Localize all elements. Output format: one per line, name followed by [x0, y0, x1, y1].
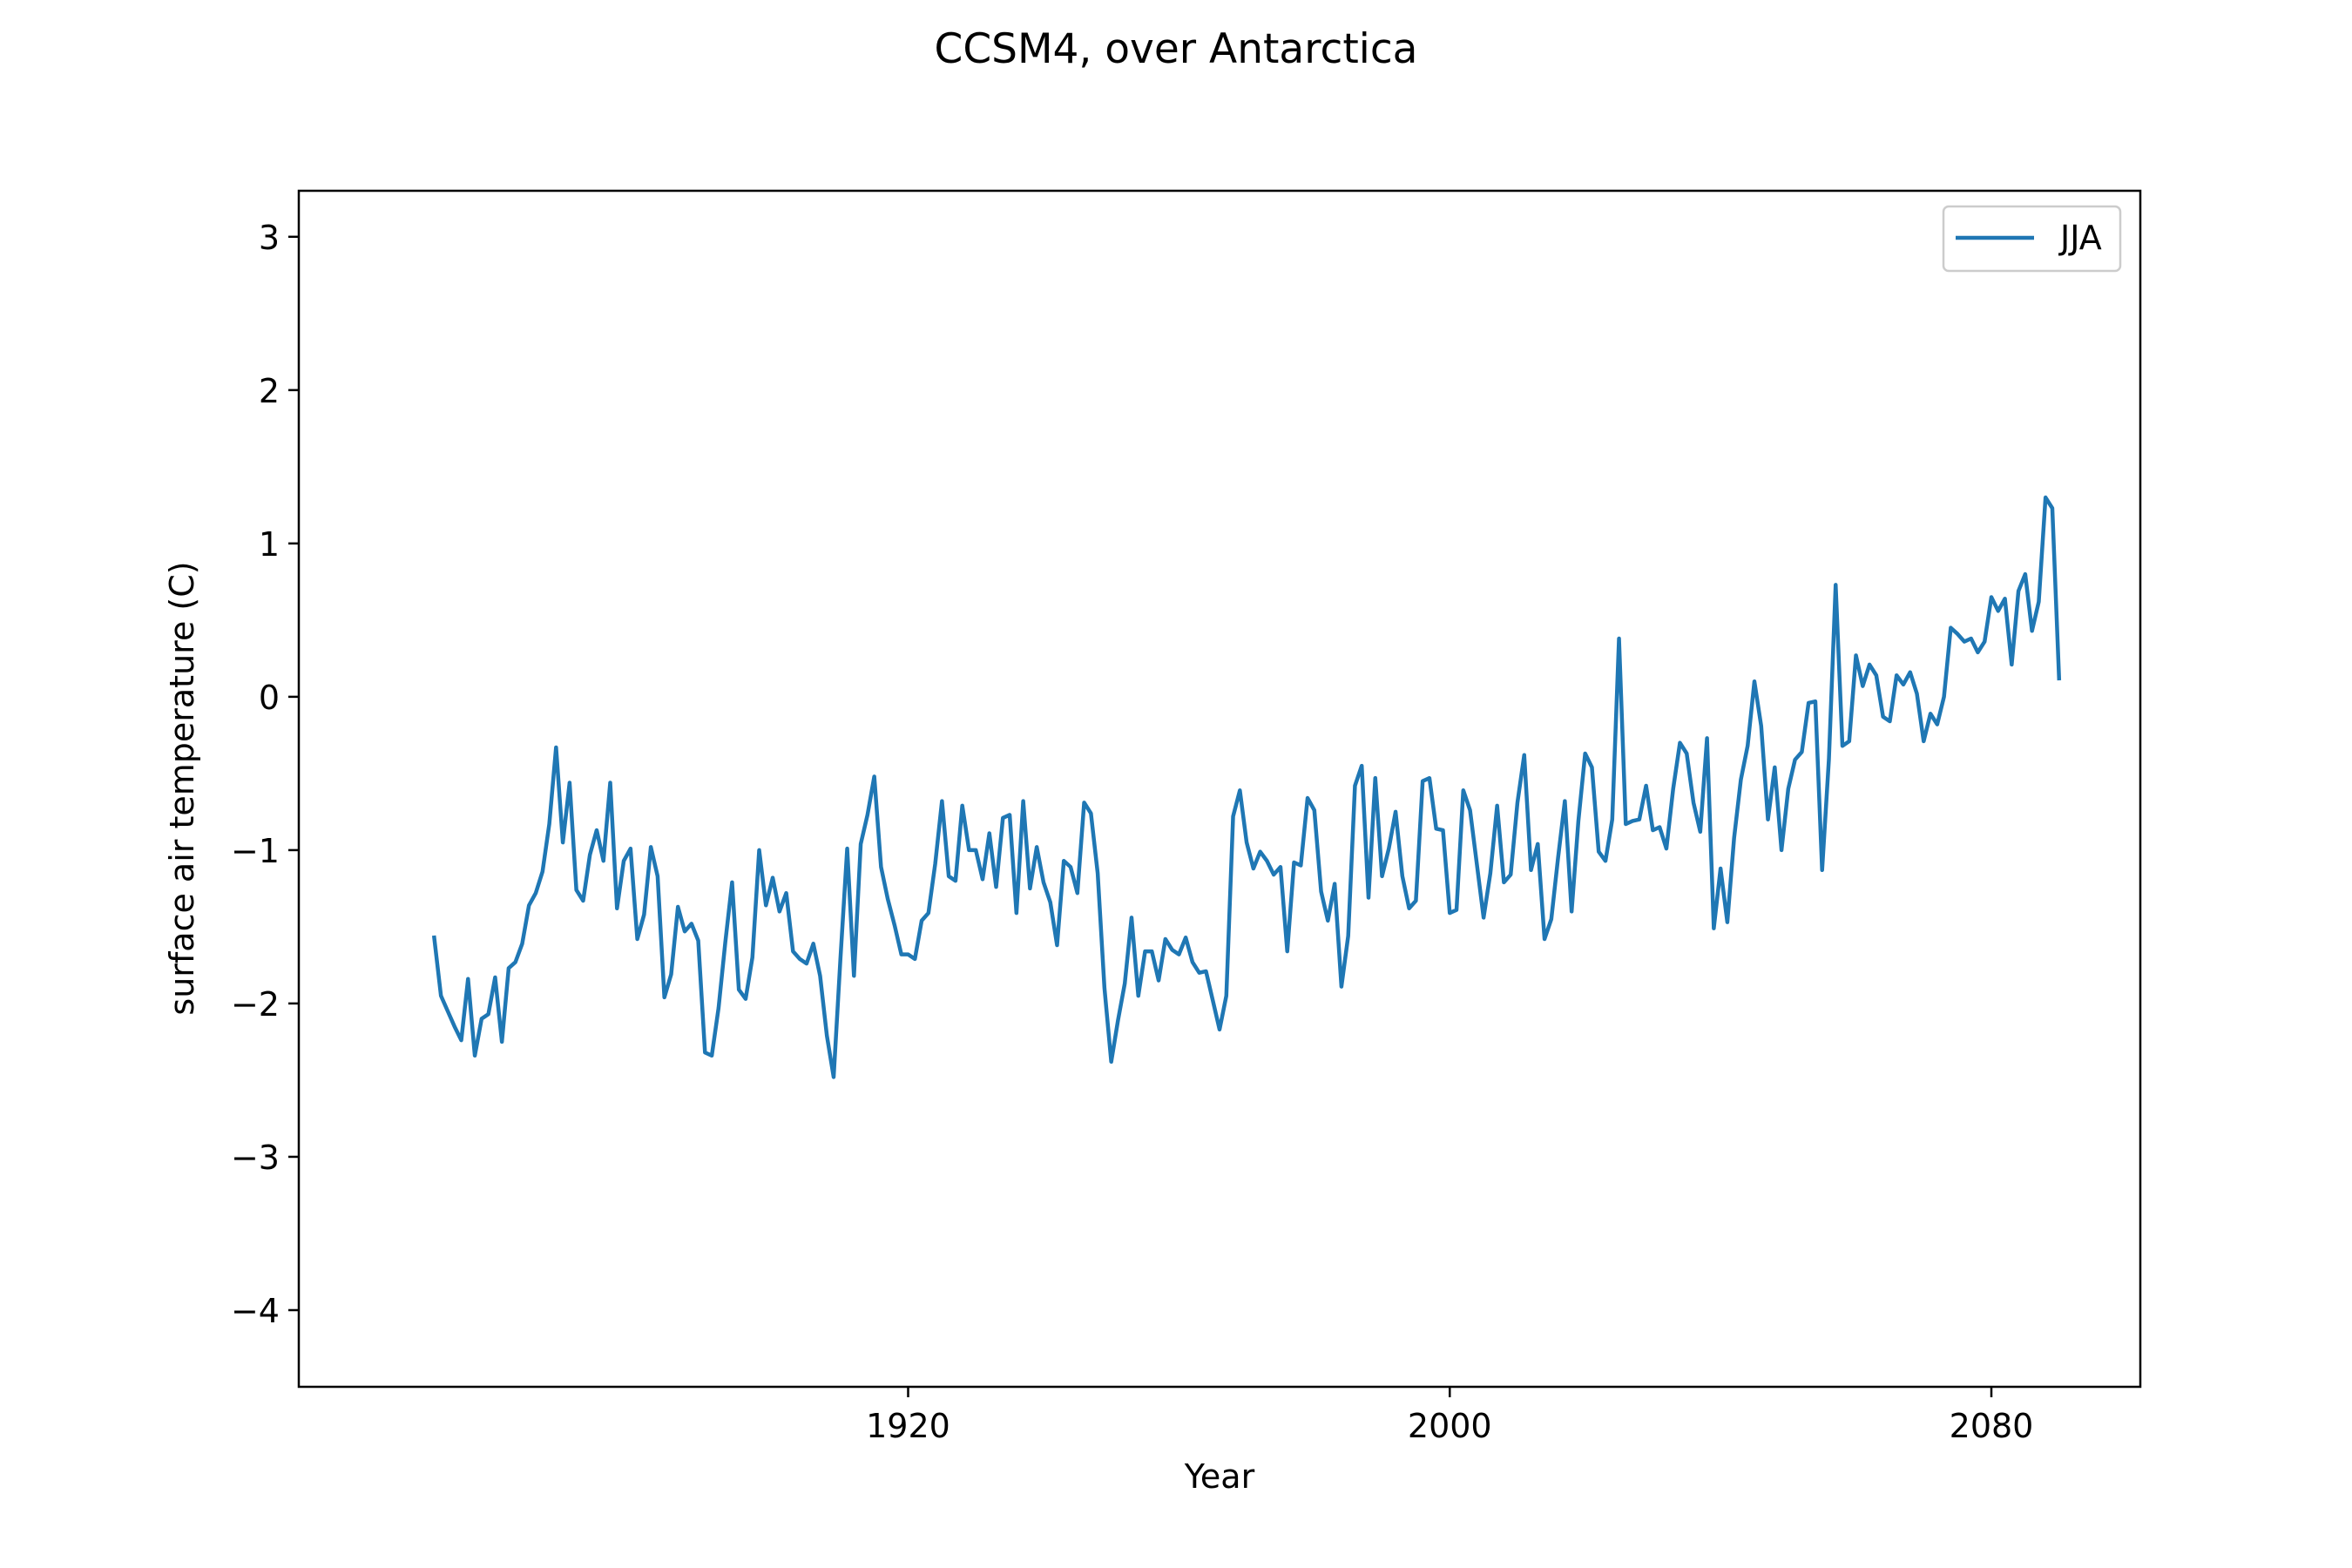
y-tick-label: −3	[231, 1139, 280, 1177]
y-tick-label: −1	[231, 832, 280, 870]
plot-frame	[297, 189, 2142, 1389]
y-tick-label: 0	[259, 679, 280, 717]
y-tick-label: 1	[259, 525, 280, 564]
y-tick-label: −2	[231, 985, 280, 1024]
chart-title: CCSM4, over Antarctica	[935, 25, 1418, 73]
x-tick-label: 2000	[1408, 1407, 1492, 1445]
y-tick-label: 3	[259, 219, 280, 257]
series-line-jja	[431, 495, 2062, 1079]
legend-label-jja: JJA	[2058, 219, 2102, 257]
x-tick-label: 1920	[866, 1407, 950, 1445]
y-tick-label: −4	[231, 1292, 280, 1330]
y-axis-label: surface air temperature (C)	[163, 561, 201, 1015]
x-tick-label: 2080	[1950, 1407, 2034, 1445]
x-axis-label: Year	[1184, 1457, 1255, 1496]
y-tick-label: 2	[259, 372, 280, 410]
x-axis: 1920 2000 2080	[866, 1387, 2033, 1445]
legend: JJA	[1942, 205, 2122, 273]
y-axis: 3 2 1 0 −1 −2 −3 −4	[231, 219, 299, 1330]
plot-series	[431, 495, 2062, 1079]
